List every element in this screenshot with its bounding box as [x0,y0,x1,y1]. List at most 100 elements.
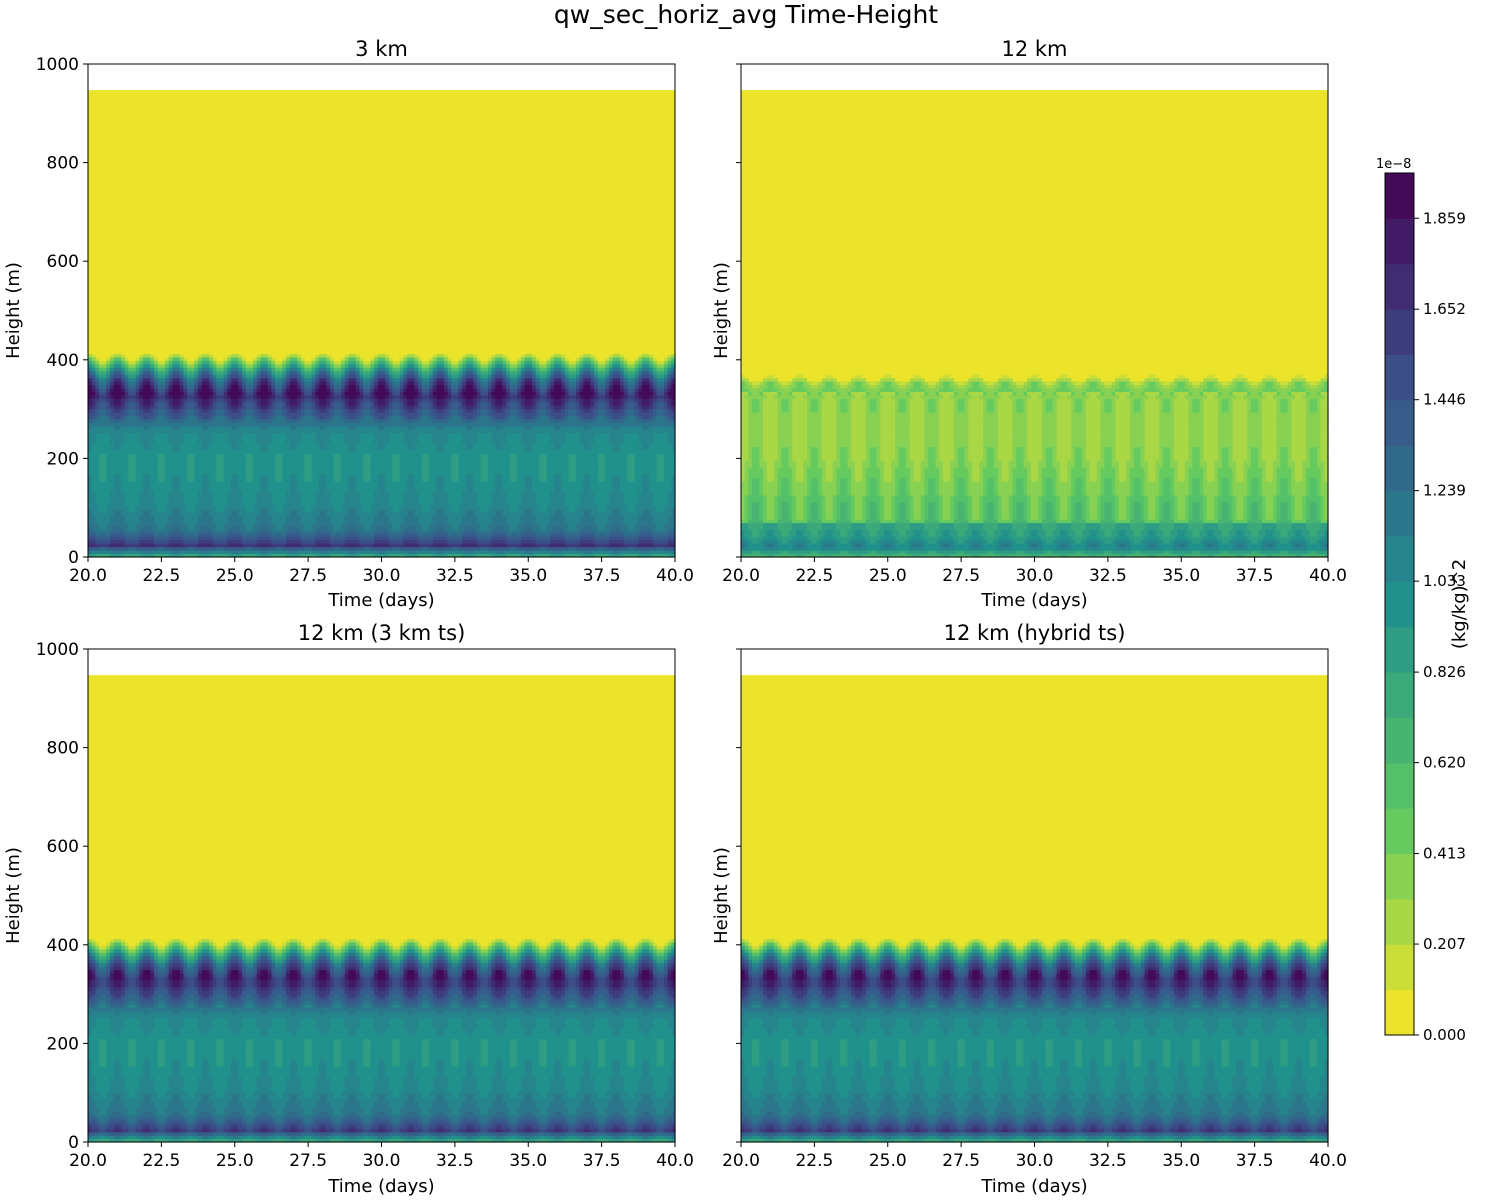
field-cell [242,360,246,364]
field-cell [117,481,121,485]
field-cell [213,516,217,520]
field-cell [169,357,173,361]
field-cell [191,367,195,371]
field-cell [125,447,129,451]
field-cell [249,540,253,544]
field-cell [275,433,279,437]
field-cell [150,440,154,444]
field-cell [136,522,140,526]
field-cell [260,550,264,554]
field-cell [128,360,132,361]
field-cell [286,547,290,551]
field-cell [147,391,151,395]
field-cell [136,443,140,447]
field-cell [271,419,275,423]
field-cell [227,529,231,533]
field-cell [183,464,187,468]
field-cell [209,488,213,492]
field-cell [282,464,286,468]
field-cell [187,416,191,420]
field-cell [264,488,268,492]
field-cell [224,367,228,371]
field-cell [220,360,224,364]
field-cell [253,495,257,499]
field-cell [293,488,297,492]
field-cell [238,378,242,382]
field-cell [297,536,301,540]
field-cell [275,509,279,513]
field-cell [147,474,151,478]
field-cell [88,536,92,540]
field-cell [106,381,110,385]
field-cell [271,519,275,523]
field-cell [136,440,140,444]
field-cell [180,519,184,523]
field-cell [293,447,297,451]
field-cell [242,453,246,457]
field-cell [271,485,275,489]
field-cell [209,416,213,420]
field-cell [117,491,121,495]
field-cell [161,478,165,482]
field-cell [268,364,272,368]
field-cell [103,360,107,364]
field-cell [121,364,125,368]
field-cell [150,550,154,554]
field-cell [213,543,217,547]
field-cell [103,467,107,471]
field-cell [235,529,239,533]
field-cell [165,419,169,423]
field-cell [191,547,195,551]
field-cell [161,543,165,547]
field-cell [198,436,202,440]
field-cell [194,447,198,451]
field-cell [121,412,125,416]
field-cell [176,450,180,454]
field-cell [209,460,213,464]
field-cell [279,398,283,402]
field-cell [161,481,165,485]
field-cell [242,395,246,399]
field-cell [235,381,239,385]
field-cell [99,440,103,444]
field-cell [246,391,250,395]
field-cell [106,453,110,457]
field-cell [128,374,132,378]
field-cell [242,429,246,433]
field-cell [121,509,125,513]
field-cell [235,488,239,492]
field-cell [158,522,162,526]
field-cell [114,460,118,464]
field-cell [297,402,301,406]
field-cell [227,355,231,358]
field-cell [202,481,206,485]
field-cell [257,443,261,447]
field-cell [191,543,195,547]
field-cell [216,426,220,430]
field-cell [125,426,129,430]
field-cell [92,464,96,468]
field-cell [264,364,268,368]
field-cell [180,381,184,385]
field-cell [220,495,224,499]
field-cell [88,398,92,402]
field-cell [257,498,261,502]
field-cell [103,516,107,520]
field-cell [103,371,107,375]
field-cell [187,536,191,540]
field-cell [132,478,136,482]
field-cell [191,481,195,485]
field-cell [249,498,253,502]
field-cell [216,436,220,440]
field-cell [275,378,279,382]
field-cell [286,522,290,526]
field-cell [198,502,202,506]
field-cell [279,402,283,406]
field-cell [180,426,184,430]
field-cell [187,381,191,385]
field-cell [187,447,191,451]
field-cell [279,360,283,361]
field-cell [194,429,198,433]
field-cell [125,536,129,540]
field-cell [279,426,283,430]
